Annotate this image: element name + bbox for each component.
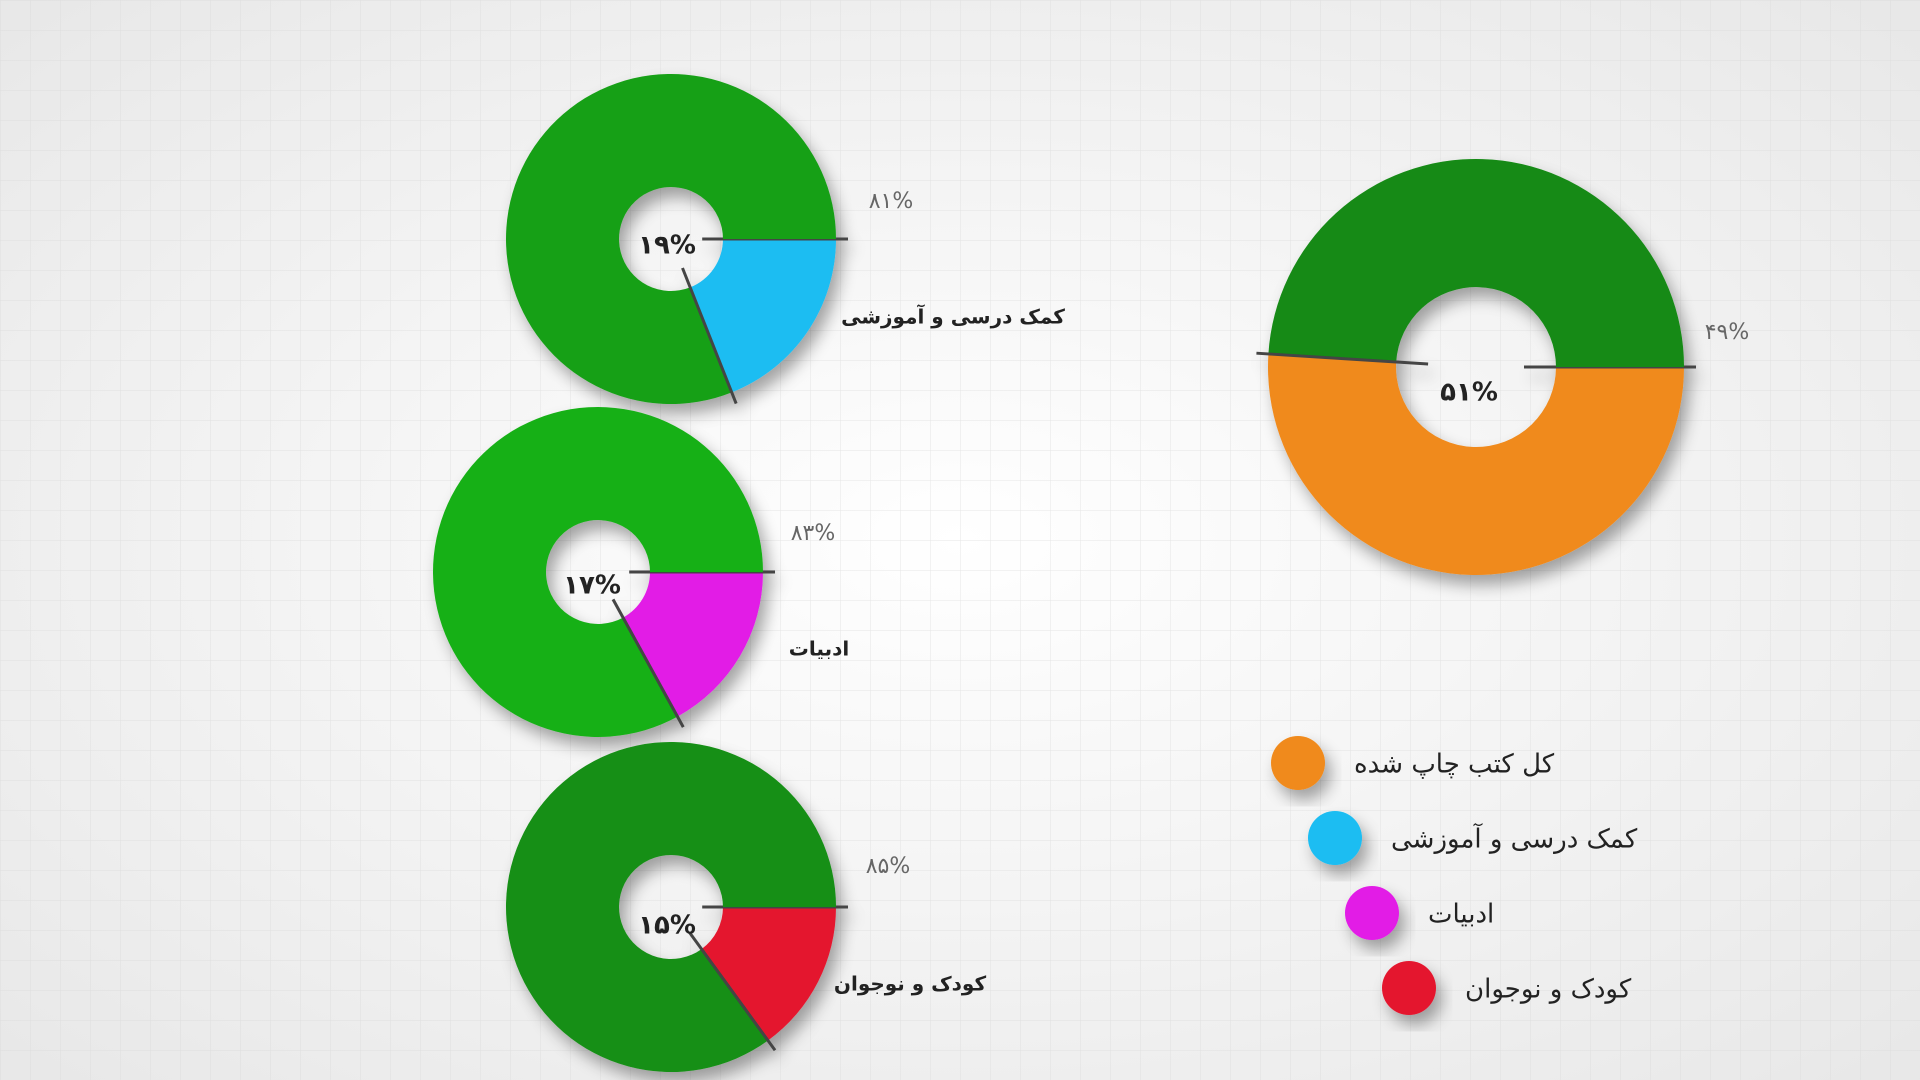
donut-segment: [505, 73, 836, 404]
legend-label: کل کتب چاپ شده: [1354, 750, 1555, 780]
donut-segment: [432, 406, 763, 737]
outer-value-label: ۸۳%: [791, 521, 836, 546]
donut-segment: [1268, 353, 1684, 575]
legend-swatch: [1308, 811, 1362, 865]
chart-name: کودک و نوجوان: [834, 972, 987, 996]
inner-value-label: ۱۵%: [638, 911, 696, 941]
segment-edge: [1256, 351, 1429, 366]
donut-chart: [432, 406, 775, 737]
inner-value-label: ۱۷%: [563, 571, 621, 601]
chart-name: کمک درسی و آموزشی: [841, 304, 1065, 329]
donut-chart: [505, 741, 848, 1072]
segment-edge: [611, 598, 685, 728]
inner-value-label: ۵۱%: [1440, 378, 1498, 408]
chart-name: ادبیات: [789, 637, 849, 661]
segment-edge: [688, 931, 777, 1052]
donut-segment: [701, 907, 836, 1041]
legend-label: کمک درسی و آموزشی: [1391, 823, 1638, 855]
charts: ۵۱% ۴۹% ۱۹% ۸۱% کمک درسی و آموزشی ۱۷% ۸۳% ادبیا…: [432, 73, 1750, 1072]
outer-value-label: ۸۱%: [869, 189, 914, 214]
legend-label: کودک و نوجوان: [1465, 975, 1632, 1005]
donut-segment: [505, 741, 836, 1072]
donut-chart: [505, 73, 848, 405]
legend-swatch: [1382, 961, 1436, 1015]
donut-segment: [690, 239, 836, 393]
segment-edge: [681, 267, 738, 405]
inner-value-label: ۱۹%: [638, 231, 696, 261]
outer-value-label: ۸۵%: [866, 854, 911, 879]
donut-segment: [1268, 158, 1684, 367]
outer-value-label: ۴۹%: [1705, 320, 1750, 345]
legend-swatch: [1345, 886, 1399, 940]
legend-label: ادبیات: [1428, 900, 1494, 930]
legend-swatch: [1271, 736, 1325, 790]
donut-chart: [1256, 158, 1696, 575]
